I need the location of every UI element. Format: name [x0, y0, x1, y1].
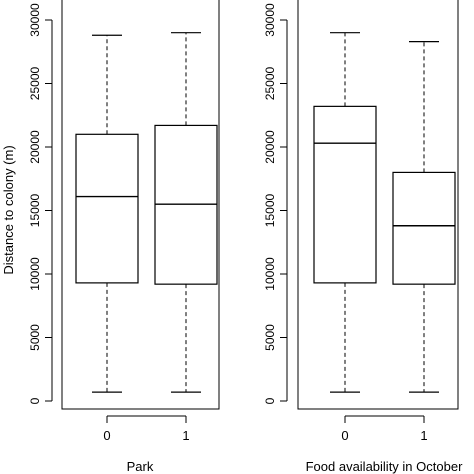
y-tick-label: 30000 — [263, 3, 277, 37]
boxplot-panel-1: 0 5000 10000 15000 20000 25000 30000 0 1 Food ava… — [263, 0, 463, 474]
box-1 — [154, 32, 218, 393]
box-0 — [75, 34, 139, 393]
x-tick-label: 1 — [182, 428, 189, 443]
y-tick-label: 15000 — [28, 193, 42, 227]
iqr-box — [75, 133, 139, 284]
y-tick-label: 5000 — [263, 324, 277, 351]
x-axis-title: Park — [127, 459, 154, 474]
iqr-box — [392, 171, 456, 285]
y-tick-label: 5000 — [28, 324, 42, 351]
x-tick-label: 0 — [341, 428, 348, 443]
y-tick-label: 0 — [28, 397, 42, 404]
y-tick-label: 10000 — [28, 257, 42, 291]
boxplot-panel-0: 0 5000 10000 15000 20000 25000 30000 0 1 Park Dist… — [1, 0, 220, 474]
plot-frame — [61, 0, 220, 410]
y-tick-label: 25000 — [28, 66, 42, 100]
y-tick-label: 25000 — [263, 66, 277, 100]
y-tick-label: 10000 — [263, 257, 277, 291]
y-tick-label: 15000 — [263, 193, 277, 227]
plot-frame — [297, 0, 459, 410]
box-1 — [392, 40, 456, 393]
y-tick-label: 30000 — [28, 3, 42, 37]
x-tick-label: 1 — [420, 428, 427, 443]
y-axis-title: Distance to colony (m) — [1, 145, 16, 274]
iqr-box — [313, 105, 377, 284]
y-tick-label: 20000 — [263, 130, 277, 164]
y-tick-label: 20000 — [28, 130, 42, 164]
y-tick-label: 0 — [263, 397, 277, 404]
x-axis-title: Food availability in October — [306, 459, 463, 474]
x-tick-label: 0 — [103, 428, 110, 443]
box-0 — [313, 32, 377, 393]
